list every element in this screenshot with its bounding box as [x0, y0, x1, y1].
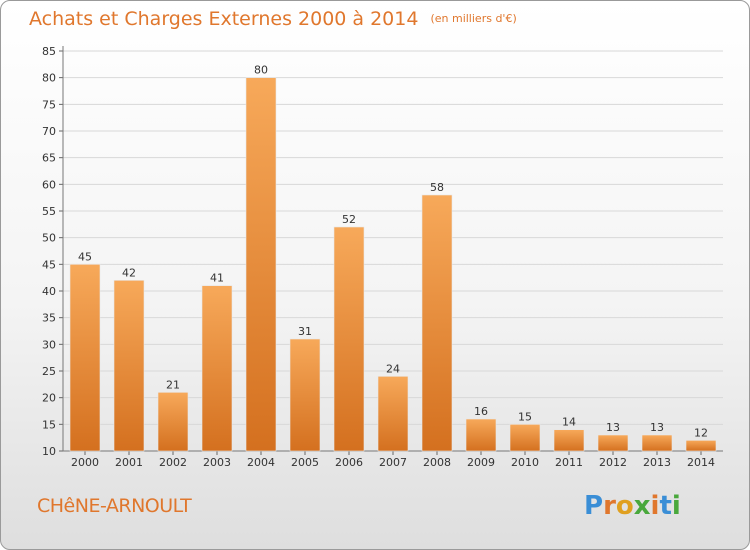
logo-letter: o — [615, 491, 634, 521]
x-tick-label-2011: 2011 — [555, 456, 583, 469]
y-tick-label: 70 — [42, 125, 56, 138]
y-tick-label: 40 — [42, 285, 56, 298]
y-tick-label: 75 — [42, 98, 56, 111]
logo-letter: t — [659, 491, 672, 521]
proxiti-logo[interactable]: Proxiti — [584, 491, 681, 521]
bar-2005 — [289, 338, 321, 452]
x-tick-label-2010: 2010 — [511, 456, 539, 469]
logo-letter: r — [603, 491, 616, 521]
value-label-2002: 21 — [166, 378, 180, 391]
bar-2000 — [69, 264, 101, 452]
bar-2010 — [509, 424, 541, 452]
bar-2013 — [641, 434, 673, 452]
logo-letter: P — [584, 491, 604, 521]
bar-layer — [69, 77, 717, 452]
x-tick-label-2014: 2014 — [687, 456, 715, 469]
x-tick-label-2013: 2013 — [643, 456, 671, 469]
label-layer: 45 2000 42 2001 21 2002 41 2003 80 2004 31 2005 52 20… — [71, 64, 715, 469]
y-tick-label: 10 — [42, 445, 56, 458]
x-tick-label-2003: 2003 — [203, 456, 231, 469]
value-label-2000: 45 — [78, 250, 92, 263]
y-tick-label: 65 — [42, 152, 56, 165]
logo-letter: i — [650, 491, 660, 521]
bar-2012 — [597, 434, 629, 452]
y-tick-label: 85 — [42, 45, 56, 58]
logo-letter: x — [633, 491, 651, 521]
bar-2007 — [377, 376, 409, 452]
x-tick-label-2012: 2012 — [599, 456, 627, 469]
value-label-2003: 41 — [210, 272, 224, 285]
bar-2009 — [465, 418, 497, 452]
bar-2006 — [333, 226, 365, 452]
town-name: CHêNE-ARNOULT — [37, 495, 192, 517]
y-tick-label: 15 — [42, 418, 56, 431]
value-label-2004: 80 — [254, 64, 268, 77]
value-label-2007: 24 — [386, 362, 400, 375]
chart-title-text: Achats et Charges Externes 2000 à 2014 — [29, 8, 419, 30]
y-tick-label: 55 — [42, 205, 56, 218]
bar-2004 — [245, 77, 277, 452]
x-tick-label-2005: 2005 — [291, 456, 319, 469]
value-label-2005: 31 — [298, 325, 312, 338]
y-tick-label: 25 — [42, 365, 56, 378]
bar-2008 — [421, 194, 453, 452]
chart-unit: (en milliers d'€) — [430, 12, 517, 25]
value-label-2008: 58 — [430, 181, 444, 194]
x-tick-label-2001: 2001 — [115, 456, 143, 469]
x-tick-label-2009: 2009 — [467, 456, 495, 469]
bar-2002 — [157, 392, 189, 452]
bar-2014 — [685, 440, 717, 452]
x-tick-label-2006: 2006 — [335, 456, 363, 469]
value-label-2011: 14 — [562, 416, 576, 429]
y-tick-label: 60 — [42, 178, 56, 191]
y-tick-label: 20 — [42, 392, 56, 405]
value-label-2014: 12 — [694, 426, 708, 439]
x-tick-label-2002: 2002 — [159, 456, 187, 469]
x-tick-label-2007: 2007 — [379, 456, 407, 469]
x-tick-label-2008: 2008 — [423, 456, 451, 469]
value-label-2012: 13 — [606, 421, 620, 434]
x-tick-label-2004: 2004 — [247, 456, 275, 469]
y-tick-label: 45 — [42, 258, 56, 271]
value-label-2010: 15 — [518, 410, 532, 423]
y-tick-label: 80 — [42, 72, 56, 85]
grid-layer — [63, 50, 723, 452]
x-tick-label-2000: 2000 — [71, 456, 99, 469]
value-label-2001: 42 — [122, 266, 136, 279]
value-label-2013: 13 — [650, 421, 664, 434]
bar-2003 — [201, 285, 233, 452]
y-tick-label: 35 — [42, 312, 56, 325]
y-tick-label: 30 — [42, 338, 56, 351]
y-tick-label: 50 — [42, 232, 56, 245]
logo-letter: i — [671, 491, 681, 521]
chart-title: Achats et Charges Externes 2000 à 2014 (e… — [29, 8, 517, 30]
value-label-2009: 16 — [474, 405, 488, 418]
value-label-2006: 52 — [342, 213, 356, 226]
bar-2011 — [553, 429, 585, 452]
bar-2001 — [113, 280, 145, 452]
